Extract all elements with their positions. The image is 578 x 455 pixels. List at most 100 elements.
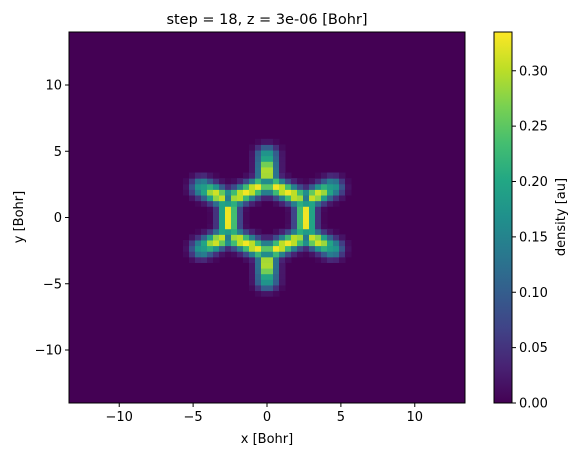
heatmap-cell <box>321 223 328 230</box>
heatmap-cell <box>303 223 310 230</box>
heatmap-cell <box>267 178 274 185</box>
heatmap-cell <box>303 195 310 202</box>
heatmap-cell <box>213 200 220 207</box>
heatmap-cell <box>339 251 346 258</box>
heatmap-cell <box>261 256 268 263</box>
heatmap-cell <box>285 223 292 230</box>
heatmap-cell <box>189 183 196 190</box>
heatmap-cell <box>297 206 304 213</box>
heatmap-cell <box>255 245 262 252</box>
heatmap-cell <box>279 268 286 275</box>
heatmap-cell <box>309 178 316 185</box>
heatmap-cell <box>249 161 256 168</box>
heatmap-cell <box>315 245 322 252</box>
heatmap-cell <box>285 217 292 224</box>
heatmap-cell <box>315 239 322 247</box>
heatmap-cell <box>273 178 280 185</box>
heatmap-cell <box>303 206 310 213</box>
y-tick-label: 10 <box>45 79 62 94</box>
heatmap-cell <box>309 228 316 235</box>
heatmap-cell <box>291 183 298 190</box>
heatmap-cell <box>255 234 262 241</box>
heatmap-cell <box>219 178 226 185</box>
heatmap-cell <box>279 144 286 151</box>
heatmap-cell <box>213 256 220 263</box>
heatmap-cell <box>231 251 238 258</box>
heatmap-cell <box>231 195 238 202</box>
heatmap-cell <box>261 234 268 241</box>
heatmap-cell <box>297 183 304 190</box>
heatmap-cell <box>219 228 226 235</box>
heatmap-cell <box>195 239 202 247</box>
colorbar-label: density [au] <box>554 178 569 256</box>
heatmap-cell <box>261 138 268 145</box>
heatmap-cell <box>267 183 274 190</box>
heatmap-cell <box>309 251 316 258</box>
heatmap-cell <box>255 183 262 190</box>
heatmap-cell <box>189 195 196 202</box>
heatmap-cell <box>189 251 196 258</box>
colorbar-tick-label: 0.25 <box>519 120 548 135</box>
heatmap-cell <box>285 228 292 235</box>
heatmap-cell <box>195 245 202 252</box>
heatmap-cell <box>189 172 196 179</box>
heatmap-cell <box>231 223 238 230</box>
heatmap-cell <box>255 279 262 286</box>
heatmap-cell <box>303 178 310 185</box>
heatmap-cell <box>243 206 250 213</box>
heatmap-cell <box>267 290 274 297</box>
heatmap-cell <box>333 251 340 258</box>
heatmap-cell <box>309 189 316 196</box>
heatmap-cell <box>213 234 220 241</box>
heatmap-cell <box>225 200 232 207</box>
heatmap-cell <box>189 234 196 241</box>
heatmap-cell <box>237 245 244 252</box>
heatmap-cell <box>303 200 310 207</box>
heatmap-cell <box>267 268 274 275</box>
heatmap-cell <box>237 195 244 202</box>
heatmap-cell <box>291 195 298 202</box>
heatmap-cell <box>327 172 334 179</box>
heatmap-cell <box>309 217 316 224</box>
heatmap-cell <box>327 200 334 207</box>
heatmap-cell <box>255 251 262 258</box>
heatmap-cell <box>207 217 214 224</box>
heatmap-cell <box>273 245 280 252</box>
heatmap-cell <box>321 200 328 207</box>
heatmap-cell <box>225 183 232 190</box>
heatmap-cell <box>207 211 214 218</box>
heatmap-cell <box>243 256 250 263</box>
heatmap-cell <box>267 144 274 151</box>
heatmap-cell <box>255 262 262 269</box>
heatmap-cell <box>321 189 328 196</box>
heatmap-cell <box>279 245 286 252</box>
heatmap-cell <box>267 195 274 202</box>
heatmap-cell <box>249 178 256 185</box>
heatmap-cell <box>315 234 322 241</box>
heatmap-cell <box>261 172 268 179</box>
heatmap-cell <box>327 234 334 241</box>
heatmap-cell <box>297 217 304 224</box>
heatmap-cell <box>261 144 268 151</box>
heatmap-cell <box>183 251 190 258</box>
heatmap-cell <box>321 217 328 224</box>
heatmap-cell <box>249 256 256 263</box>
heatmap-cell <box>279 239 286 247</box>
heatmap-cell <box>315 200 322 207</box>
heatmap-cell <box>261 150 268 157</box>
heatmap-cell <box>249 144 256 151</box>
heatmap-cell <box>231 189 238 196</box>
heatmap-cell <box>219 206 226 213</box>
heatmap-cell <box>309 239 316 247</box>
heatmap-cell <box>183 245 190 252</box>
heatmap-cell <box>297 200 304 207</box>
heatmap-cell <box>255 228 262 235</box>
heatmap-cell <box>213 195 220 202</box>
heatmap-cell <box>267 166 274 174</box>
heatmap-cell <box>183 183 190 190</box>
heatmap-cell <box>321 172 328 179</box>
heatmap-cell <box>225 251 232 258</box>
heatmap-cell <box>261 155 268 162</box>
heatmap-cell <box>297 223 304 230</box>
heatmap-cell <box>309 223 316 230</box>
